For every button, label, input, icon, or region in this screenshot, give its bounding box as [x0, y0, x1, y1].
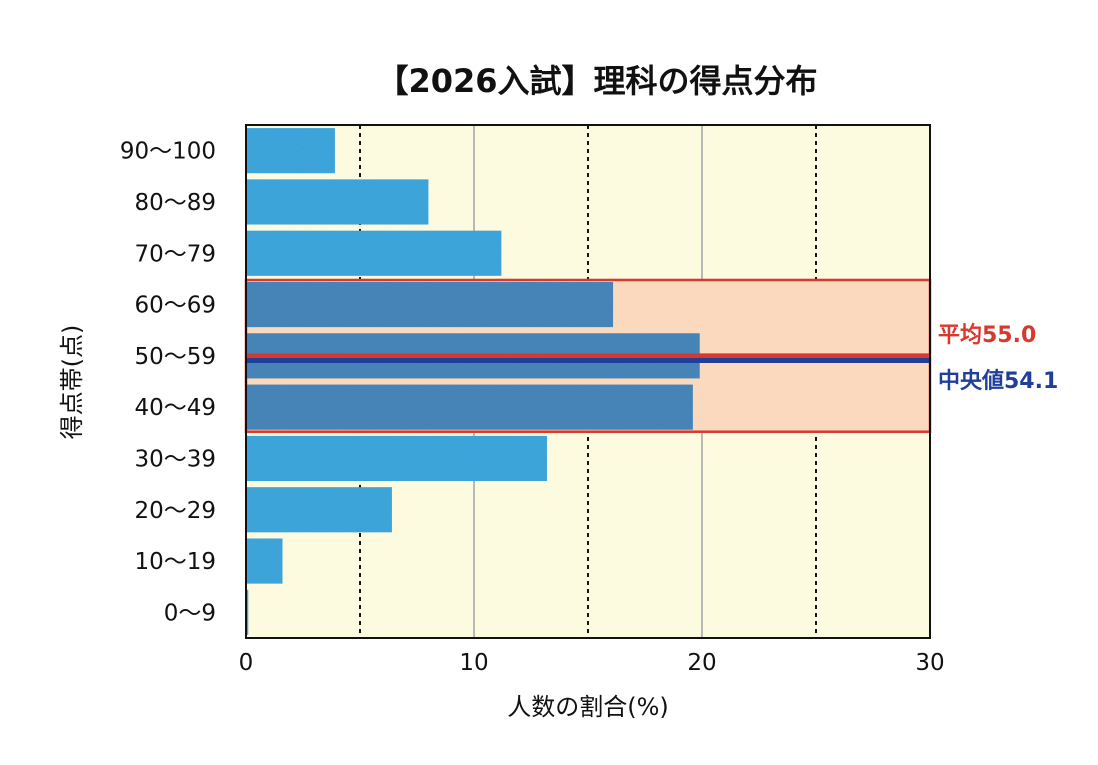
x-axis-label: 人数の割合(%) — [507, 693, 669, 721]
category-labels: 90〜100 80〜89 70〜79 60〜69 50〜59 40〜49 30〜39 20〜2… — [120, 139, 216, 627]
bar-0 — [246, 128, 335, 174]
y-axis-label: 得点帯(点) — [58, 325, 86, 440]
bar-1 — [246, 179, 429, 225]
category-label-8: 10〜19 — [134, 549, 216, 575]
bar-3 — [246, 281, 614, 328]
bar-9 — [246, 589, 249, 635]
category-label-2: 70〜79 — [134, 241, 216, 267]
category-label-3: 60〜69 — [134, 293, 216, 319]
x-tick-labels: 0 10 20 30 — [239, 650, 945, 676]
category-label-0: 90〜100 — [120, 139, 216, 165]
bar-2 — [246, 230, 502, 276]
category-label-7: 20〜29 — [134, 498, 216, 524]
x-tick-label-2: 20 — [687, 650, 716, 676]
bar-5 — [246, 384, 693, 430]
chart-title: 【2026入試】理科の得点分布 — [376, 62, 817, 100]
category-label-1: 80〜89 — [134, 190, 216, 216]
bar-6 — [246, 435, 547, 482]
mean-label: 平均55.0 — [938, 322, 1036, 348]
x-tick-label-0: 0 — [239, 650, 254, 676]
category-label-5: 40〜49 — [134, 395, 216, 421]
bar-7 — [246, 487, 392, 533]
plot-frame — [245, 124, 931, 639]
category-label-6: 30〜39 — [134, 446, 216, 472]
x-tick-label-3: 30 — [915, 650, 944, 676]
category-label-4: 50〜59 — [134, 344, 216, 370]
category-label-9: 0〜9 — [164, 600, 216, 626]
median-label: 中央値54.1 — [938, 368, 1058, 394]
bar-8 — [246, 538, 283, 584]
x-tick-label-1: 10 — [459, 650, 488, 676]
